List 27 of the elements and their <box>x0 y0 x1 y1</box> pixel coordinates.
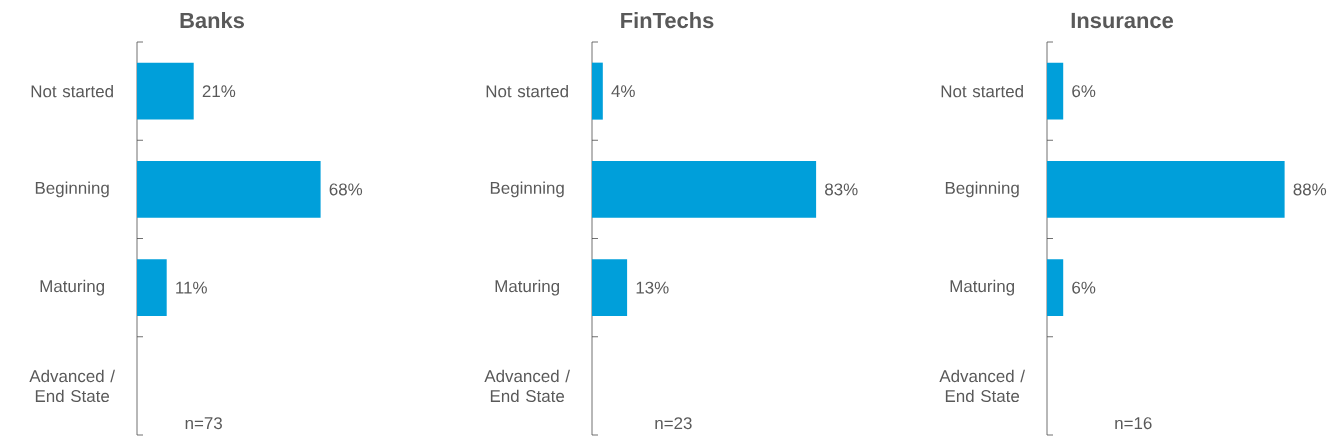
data-label: 4% <box>611 85 635 98</box>
y-tick-label: Not started <box>941 84 1023 98</box>
y-tick-label: Advanced / End State <box>939 369 1025 403</box>
data-label: 11% <box>176 281 207 294</box>
data-label: 68% <box>329 183 363 196</box>
annotation: n=23 <box>655 417 692 430</box>
y-tick-label: Not started <box>31 84 113 98</box>
y-tick-label: Maturing <box>495 279 560 296</box>
chart-title: FinTechs <box>621 12 714 29</box>
y-tick-label: Beginning <box>945 181 1019 198</box>
data-label: 13% <box>636 281 669 294</box>
data-label: 6% <box>1072 85 1096 98</box>
data-label: 88% <box>1293 183 1327 196</box>
y-tick-label: Maturing <box>950 279 1015 296</box>
chart-title: Banks <box>180 12 244 29</box>
data-label: 21% <box>202 85 236 98</box>
data-label: 83% <box>825 183 858 196</box>
y-tick-label: Advanced / End State <box>29 369 115 403</box>
y-tick-label: Advanced / End State <box>484 369 570 403</box>
annotation: n=73 <box>185 417 222 430</box>
data-label: 6% <box>1072 281 1096 294</box>
y-tick-label: Maturing <box>40 279 104 296</box>
y-tick-label: Not started <box>486 84 568 98</box>
annotation: n=16 <box>1115 417 1152 430</box>
chart-title: Insurance <box>1071 12 1174 29</box>
y-tick-label: Beginning <box>35 181 109 198</box>
y-tick-label: Beginning <box>490 181 564 198</box>
